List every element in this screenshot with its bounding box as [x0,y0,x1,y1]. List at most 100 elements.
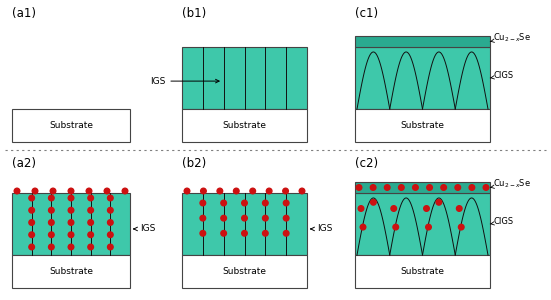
Circle shape [88,208,94,213]
Circle shape [88,232,94,238]
Circle shape [48,232,54,238]
Circle shape [358,206,364,211]
Text: Cu$_{2-x}$Se: Cu$_{2-x}$Se [490,177,531,190]
Circle shape [483,185,489,190]
Circle shape [107,220,113,225]
Circle shape [356,185,362,190]
Circle shape [250,188,256,194]
Circle shape [48,195,54,201]
Circle shape [266,188,272,194]
Circle shape [29,208,35,213]
Circle shape [283,215,289,221]
Circle shape [242,200,247,206]
Text: (c2): (c2) [355,157,378,170]
Circle shape [107,195,113,201]
Circle shape [234,188,239,194]
Text: IGS: IGS [150,76,219,85]
Circle shape [50,188,56,194]
Circle shape [107,232,113,238]
Circle shape [242,215,247,221]
Circle shape [122,188,128,194]
Circle shape [14,188,20,194]
Text: Substrate: Substrate [401,121,445,130]
Circle shape [48,244,54,250]
Circle shape [68,208,74,213]
Text: (a1): (a1) [12,7,36,20]
Circle shape [29,232,35,238]
Circle shape [436,200,442,205]
Circle shape [262,230,268,236]
Text: IGS: IGS [311,224,332,233]
Circle shape [385,185,390,190]
Text: Substrate: Substrate [49,267,93,276]
Circle shape [86,188,92,194]
Circle shape [456,206,462,211]
Bar [355,193,490,255]
Circle shape [283,230,289,236]
Bar [182,109,307,142]
Circle shape [107,244,113,250]
Circle shape [68,232,74,238]
Text: Substrate: Substrate [223,121,267,130]
Circle shape [360,224,366,230]
Circle shape [370,185,376,190]
Text: (c1): (c1) [355,7,378,20]
Bar [355,255,490,288]
Circle shape [426,224,431,230]
Bar [182,193,307,255]
Bar [355,109,490,142]
Circle shape [48,220,54,225]
Circle shape [29,244,35,250]
Circle shape [107,208,113,213]
Circle shape [200,200,206,206]
Circle shape [88,195,94,201]
Text: IGS: IGS [134,224,155,233]
Circle shape [424,206,429,211]
Circle shape [393,224,398,230]
Bar [355,36,490,47]
Text: Substrate: Substrate [49,121,93,130]
Circle shape [469,185,475,190]
Text: (a2): (a2) [12,157,36,170]
Circle shape [104,188,110,194]
Circle shape [262,215,268,221]
Circle shape [413,185,418,190]
Circle shape [201,188,206,194]
Text: Cu$_{2-x}$Se: Cu$_{2-x}$Se [490,31,531,44]
Text: CIGS: CIGS [490,71,513,80]
Circle shape [32,188,38,194]
Circle shape [283,188,288,194]
Circle shape [200,215,206,221]
Text: CIGS: CIGS [490,218,513,226]
Circle shape [200,230,206,236]
Circle shape [68,220,74,225]
Circle shape [48,208,54,213]
Circle shape [427,185,433,190]
Bar [12,255,130,288]
Circle shape [455,185,461,190]
Circle shape [242,230,247,236]
Text: (b2): (b2) [182,157,206,170]
Text: (b1): (b1) [182,7,206,20]
Bar [355,182,490,193]
Circle shape [68,244,74,250]
Circle shape [88,220,94,225]
Circle shape [68,188,74,194]
Circle shape [398,185,404,190]
Text: Substrate: Substrate [223,267,267,276]
Circle shape [29,220,35,225]
Circle shape [217,188,223,194]
Circle shape [371,200,376,205]
Bar [182,255,307,288]
Bar [182,47,307,109]
Circle shape [283,200,289,206]
Circle shape [88,244,94,250]
Circle shape [29,195,35,201]
Circle shape [458,224,464,230]
Circle shape [391,206,397,211]
Circle shape [262,200,268,206]
Bar [12,109,130,142]
Circle shape [68,195,74,201]
Circle shape [184,188,190,194]
Bar [355,47,490,109]
